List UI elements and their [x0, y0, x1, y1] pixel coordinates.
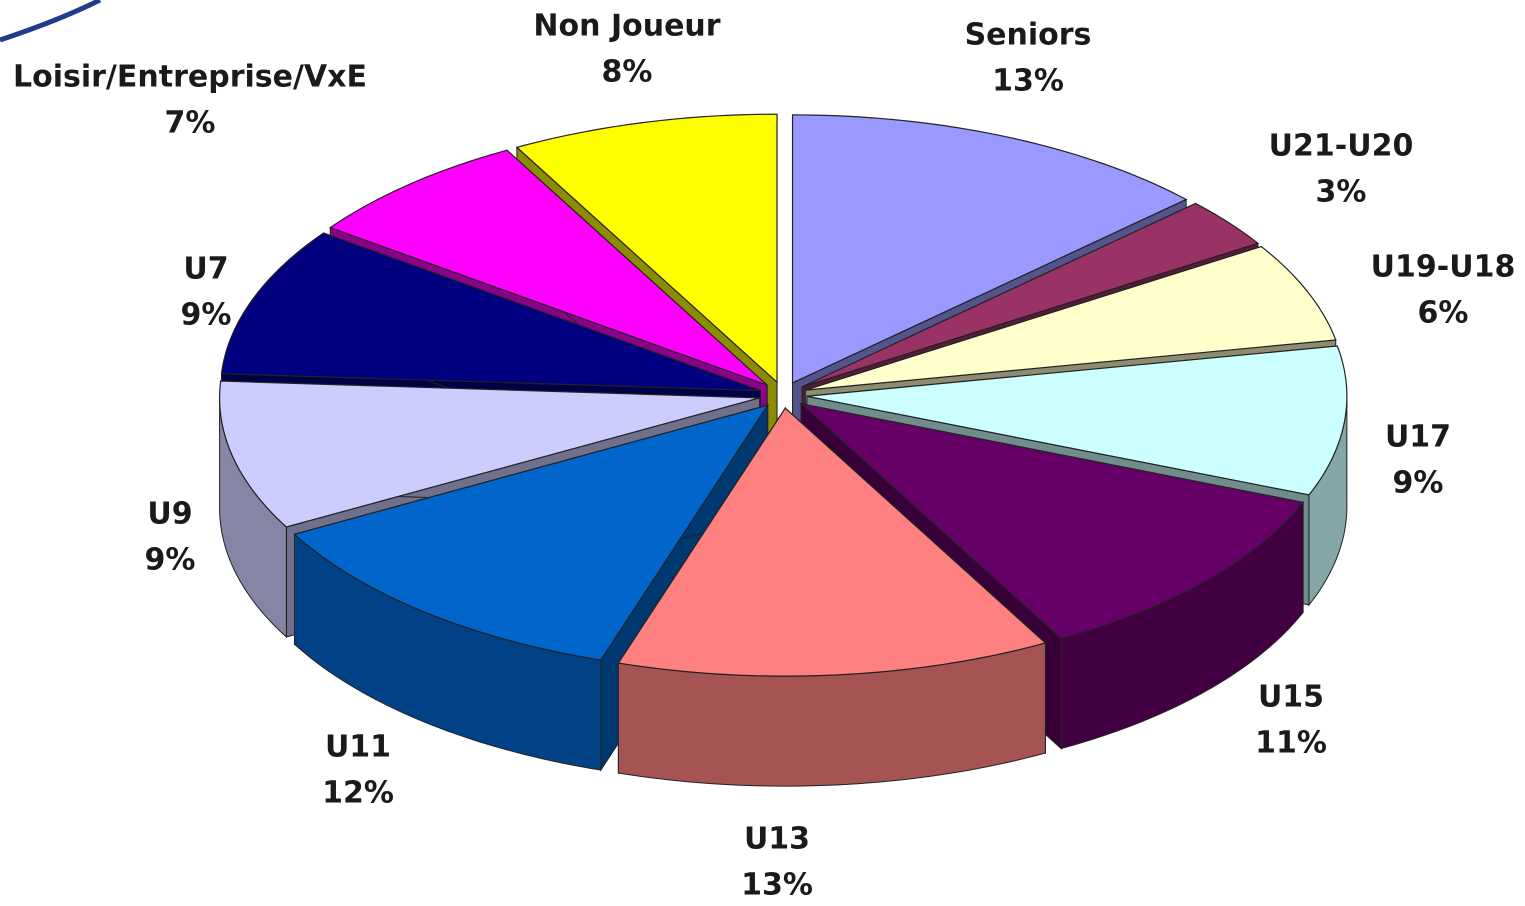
slice — [801, 202, 1260, 388]
slice-value-label: 13% — [741, 868, 813, 903]
slice-label: U17 — [1385, 420, 1451, 455]
slice-value-label: 9% — [1393, 466, 1444, 501]
slice-label: Non Joueur — [533, 9, 720, 44]
slice — [617, 407, 1047, 677]
slice-label: Seniors — [965, 18, 1092, 53]
slice-value-label: 12% — [322, 776, 394, 811]
slice — [218, 380, 760, 528]
slice — [805, 245, 1337, 391]
slice — [328, 149, 768, 386]
slice-label: U13 — [744, 822, 810, 857]
pie — [218, 113, 1348, 787]
slice-value-label: 13% — [992, 64, 1064, 99]
slice-label: U11 — [325, 730, 391, 765]
slice — [791, 114, 1188, 384]
slice — [220, 232, 761, 392]
slice — [293, 404, 770, 661]
labels: Seniors 13% U21-U20 3% U19-U18 6% U17 9% U15 11% U… — [13, 9, 1515, 903]
slice — [515, 113, 778, 384]
slice-value-label: 8% — [602, 55, 653, 90]
slice-label: U15 — [1258, 680, 1324, 715]
slice-label: U9 — [147, 497, 192, 532]
slice-value-label: 7% — [165, 106, 216, 141]
slice-label: U21-U20 — [1269, 129, 1414, 164]
slice-value-label: 6% — [1418, 296, 1469, 331]
slice-value-label: 3% — [1316, 175, 1367, 210]
slice-label: U7 — [183, 252, 228, 287]
slice-value-label: 9% — [181, 298, 232, 333]
slice-label: U19-U18 — [1371, 250, 1516, 285]
logo-fragment — [0, 0, 102, 43]
slice — [806, 345, 1348, 496]
slice-value-label: 9% — [145, 543, 196, 578]
slice — [798, 402, 1305, 640]
slice-value-label: 11% — [1255, 726, 1327, 761]
slice-label: Loisir/Entreprise/VxE — [13, 60, 367, 95]
